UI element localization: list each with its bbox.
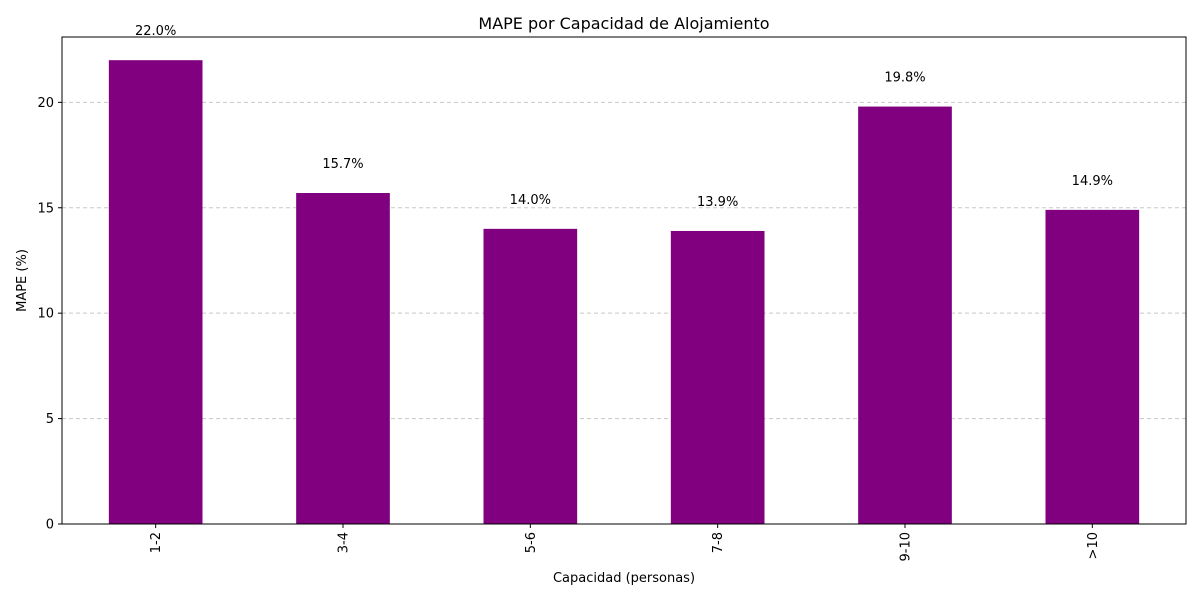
bar-value-label: 13.9% (697, 195, 738, 210)
x-ticks-layer: 1-2 3-4 5-6 7-8 9-10 >10 (149, 524, 1101, 562)
x-axis-label: Capacidad (personas) (553, 571, 695, 586)
bar-value-label: 14.0% (510, 193, 551, 208)
bar-value-label: 22.0% (135, 24, 176, 39)
bar-value-label: 19.8% (884, 70, 925, 85)
grid-layer (62, 101, 1186, 420)
x-tick-label: 1-2 (149, 532, 164, 553)
x-tick-label: 9-10 (899, 532, 914, 562)
y-tick-label: 5 (46, 412, 54, 427)
y-tick-label: 20 (37, 96, 54, 111)
y-ticks-layer: 0 5 10 15 20 (37, 96, 62, 533)
bar-2 (483, 228, 578, 524)
bar-5 (1045, 209, 1140, 525)
bar-3 (670, 230, 765, 524)
y-tick-label: 10 (37, 307, 54, 322)
y-axis-label: MAPE (%) (15, 249, 30, 312)
x-tick-label: >10 (1086, 532, 1101, 559)
bar-labels-layer: 22.0% 15.7% 14.0% 13.9% 19.8% 14.9% (135, 24, 1113, 210)
y-tick-label: 0 (46, 518, 54, 533)
x-tick-label: 5-6 (524, 532, 539, 553)
bars-layer (108, 60, 1140, 525)
x-tick-label: 7-8 (711, 532, 726, 553)
x-tick-label: 3-4 (337, 532, 352, 553)
chart-title: MAPE por Capacidad de Alojamiento (478, 14, 769, 33)
bar-4 (858, 106, 952, 525)
y-tick-label: 15 (37, 201, 54, 216)
plot-frame (61, 36, 1187, 525)
bar-value-label: 15.7% (322, 157, 363, 172)
bar-0 (108, 60, 203, 524)
bar-1 (296, 193, 390, 524)
bar-value-label: 14.9% (1072, 174, 1113, 189)
